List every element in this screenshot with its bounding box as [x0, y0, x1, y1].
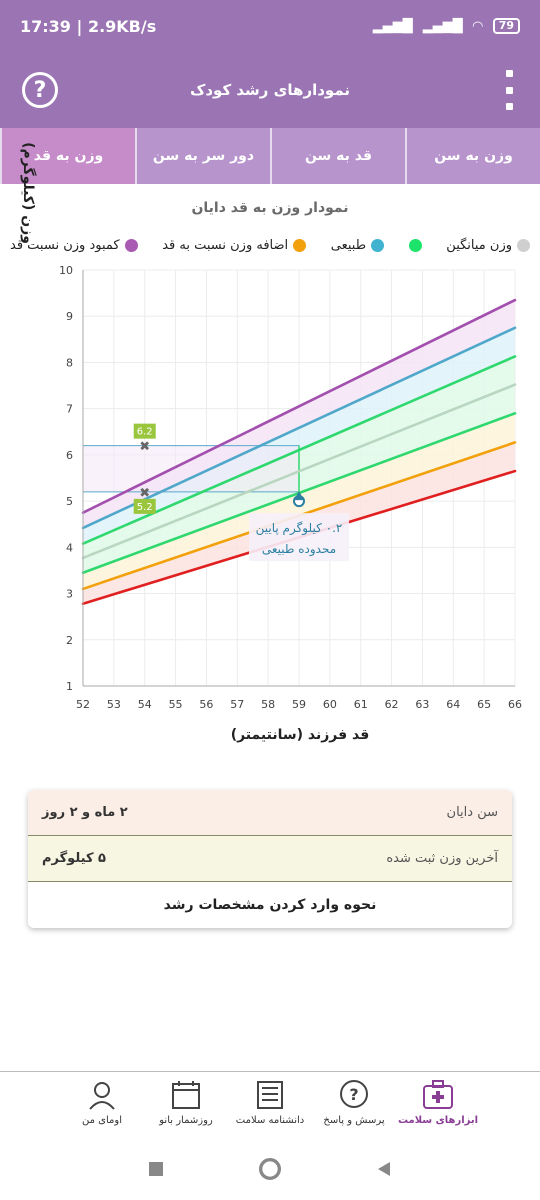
growth-chart: 52 53 54 55 56 57 58 59 60 61 62 63 64 65 66 1 2 3 4 5 6 7 8 9 1…	[0, 260, 540, 760]
y-tick-label: 9	[66, 310, 73, 323]
x-tick-label: 62	[385, 698, 399, 711]
legend-dot-normal-green	[408, 239, 422, 252]
child-point-pin	[294, 491, 304, 501]
tab-height-for-age[interactable]: قد به سن	[270, 128, 405, 184]
x-tick-label: 60	[323, 698, 337, 711]
annotation-line-2: محدوده طبیعی	[262, 542, 336, 557]
x-axis-title: قد فرزند (سانتیمتر)	[230, 727, 370, 743]
y-axis-title: وزن (کیلوگرم)	[20, 142, 36, 244]
marker-label: 6.2	[137, 427, 153, 438]
nav-qa[interactable]: ? پرسش و پاسخ	[312, 1072, 396, 1137]
nav-encyclopedia[interactable]: دانشنامه سلامت	[228, 1072, 312, 1137]
bottom-nav: ابزارهای سلامت ? پرسش و پاسخ دانشنامه سل…	[0, 1071, 540, 1137]
status-bar: 17:39 | 2.9KB/s ▂▄▆█ ▂▄▆█ ◠ 79	[0, 0, 540, 52]
x-tick-label: 55	[169, 698, 183, 711]
system-nav-bar	[0, 1137, 540, 1200]
signal-icon: ▂▄▆█	[372, 18, 413, 34]
legend-item-normal-green[interactable]	[408, 238, 422, 253]
y-tick-label: 1	[66, 680, 73, 693]
legend-dot-underweight	[124, 239, 138, 252]
age-label: سن دایان	[446, 805, 498, 820]
more-vertical-icon[interactable]	[504, 70, 514, 110]
legend-dot-normal-blue	[371, 239, 385, 252]
legend-item-underweight[interactable]: کمبود وزن نسبت قد	[10, 238, 138, 253]
page-title: نمودارهای رشد کودک	[189, 81, 351, 99]
app-header: ? نمودارهای رشد کودک	[0, 52, 540, 128]
y-tick-label: 7	[66, 403, 73, 416]
nav-calendar[interactable]: روزشمار بانو	[144, 1072, 228, 1137]
tab-weight-for-age[interactable]: وزن به سن	[405, 128, 540, 184]
weight-row: آخرین وزن ثبت شده ۵ کیلوگرم	[28, 836, 512, 882]
growth-help-link[interactable]: نحوه وارد کردن مشخصات رشد	[163, 897, 377, 913]
x-tick-label: 61	[354, 698, 368, 711]
y-tick-label: 4	[66, 541, 73, 554]
y-tick-label: 2	[66, 634, 73, 647]
tab-weight-for-height[interactable]: وزن به قد	[0, 128, 135, 184]
wifi-icon: ◠	[472, 18, 483, 34]
marker-label: 5.2	[137, 502, 153, 513]
back-icon[interactable]	[375, 1160, 393, 1178]
chart-title: نمودار وزن به قد دایان	[191, 200, 349, 216]
y-tick-label: 5	[66, 495, 73, 508]
series-line	[81, 383, 517, 560]
question-bubble-icon: ?	[340, 1080, 368, 1108]
x-tick-label: 54	[138, 698, 152, 711]
legend-item-overweight[interactable]: اضافه وزن نسبت به قد	[162, 238, 307, 253]
status-time: 17:39	[20, 16, 71, 36]
user-avatar-icon	[89, 1082, 115, 1110]
age-row: سن دایان ۲ ماه و ۲ روز	[28, 790, 512, 836]
legend-item-normal[interactable]: طبیعی	[331, 238, 385, 253]
marker-x: ✖	[139, 440, 150, 455]
status-right: ▂▄▆█ ▂▄▆█ ◠ 79	[373, 18, 520, 34]
series-line	[81, 298, 517, 514]
x-tick-label: 57	[230, 698, 244, 711]
svg-text:?: ?	[349, 1085, 358, 1104]
chart-legend: کمبود وزن نسبت قد اضافه وزن نسبت به قد ط…	[10, 238, 530, 253]
recent-apps-icon[interactable]	[147, 1160, 165, 1178]
series-line	[81, 326, 517, 530]
x-tick-label: 53	[107, 698, 121, 711]
legend-item-average[interactable]: وزن میانگین	[446, 238, 530, 253]
status-speed: 2.9KB/s	[87, 16, 157, 36]
newspaper-icon	[257, 1081, 283, 1109]
legend-dot-overweight	[293, 239, 307, 252]
x-tick-label: 65	[477, 698, 491, 711]
battery-icon: 79	[492, 18, 520, 34]
weight-value: ۵ کیلوگرم	[42, 851, 106, 866]
chart-tabs: وزن به سن قد به سن دور سر به سن وزن به ق…	[0, 128, 540, 184]
annotation-line-1: ۰.۲ کیلوگرم پایین	[256, 521, 343, 536]
x-tick-label: 58	[261, 698, 275, 711]
status-left: 17:39 | 2.9KB/s	[20, 16, 157, 36]
marker-x: ✖	[139, 486, 150, 501]
x-tick-label: 64	[446, 698, 460, 711]
legend-dot-average	[517, 239, 530, 252]
home-icon[interactable]	[258, 1157, 282, 1181]
nav-profile[interactable]: اومای من	[60, 1072, 144, 1137]
y-tick-label: 6	[66, 449, 73, 462]
signal-icon-2: ▂▄▆█	[422, 18, 463, 34]
calendar-icon	[172, 1081, 200, 1109]
annotation-box	[249, 513, 349, 562]
y-tick-label: 3	[66, 588, 73, 601]
nav-health-tools[interactable]: ابزارهای سلامت	[396, 1072, 480, 1137]
marker-label-box	[133, 423, 156, 439]
x-tick-label: 56	[199, 698, 213, 711]
marker-label-box	[133, 498, 156, 514]
y-tick-label: 10	[59, 264, 73, 277]
age-value: ۲ ماه و ۲ روز	[42, 805, 128, 820]
growth-chart-svg[interactable]: 52 53 54 55 56 57 58 59 60 61 62 63 64 65 661234567891…	[0, 260, 540, 730]
x-tick-label: 52	[76, 698, 90, 711]
x-tick-label: 59	[292, 698, 306, 711]
child-info-card: سن دایان ۲ ماه و ۲ روز آخرین وزن ثبت شده…	[28, 790, 512, 928]
x-tick-label: 63	[415, 698, 429, 711]
tab-head-circumference[interactable]: دور سر به سن	[135, 128, 270, 184]
question-circle-icon[interactable]: ?	[22, 72, 58, 108]
x-tick-label: 66	[508, 698, 522, 711]
medical-kit-icon	[423, 1080, 453, 1109]
y-tick-label: 8	[66, 356, 73, 369]
weight-label: آخرین وزن ثبت شده	[386, 851, 498, 866]
